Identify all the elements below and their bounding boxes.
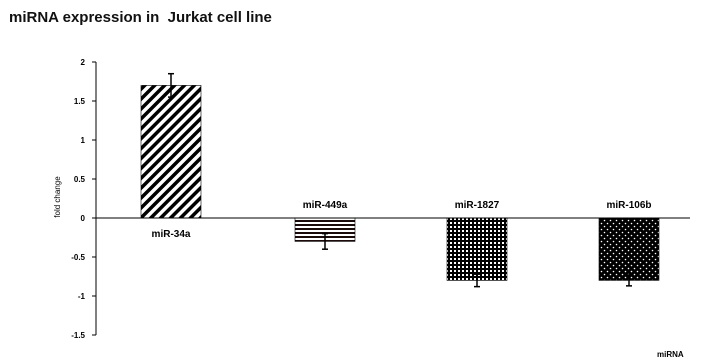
category-labels: miR-34a miR-449a miR-1827 miR-106b	[152, 200, 652, 240]
category-label: miR-34a	[152, 229, 191, 240]
bar-mir-106b	[598, 217, 660, 281]
y-axis-title: fold change	[53, 176, 62, 218]
y-tick-label: 0	[81, 214, 86, 223]
y-tick-label: 0.5	[74, 175, 86, 184]
bar-mir-34a	[140, 85, 202, 219]
y-tick-label: -1	[78, 292, 86, 301]
bars	[140, 85, 660, 281]
chart-title: miRNA expression in Jurkat cell line	[9, 9, 272, 26]
error-bars	[168, 72, 632, 288]
category-label: miR-449a	[303, 200, 348, 211]
y-tick-label: 1	[81, 136, 86, 145]
category-label: miR-1827	[455, 200, 500, 211]
category-label: miR-106b	[606, 200, 651, 211]
y-tick-label: -0.5	[71, 253, 85, 262]
y-tick-label: -1.5	[71, 331, 85, 340]
y-tick-label: 2	[81, 58, 86, 67]
bar-mir-1827	[446, 217, 508, 281]
x-axis-title: miRNA	[657, 350, 684, 359]
y-tick-label: 1.5	[74, 97, 86, 106]
y-axis: 2 1.5 1 0.5 0 -0.5 -1 -1.5	[71, 58, 97, 340]
